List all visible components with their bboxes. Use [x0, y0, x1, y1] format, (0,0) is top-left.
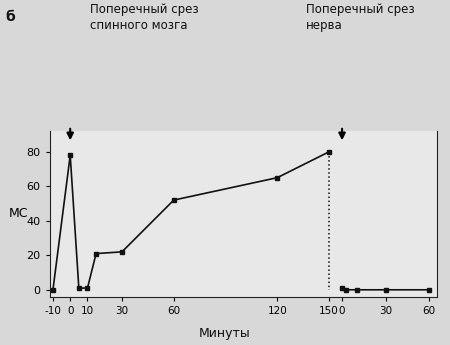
Y-axis label: МС: МС — [8, 207, 28, 220]
Text: б: б — [5, 10, 15, 24]
Text: Минуты: Минуты — [199, 327, 251, 340]
Text: Поперечный срез
нерва: Поперечный срез нерва — [306, 3, 414, 32]
Text: Поперечный срез
спинного мозга: Поперечный срез спинного мозга — [90, 3, 198, 32]
